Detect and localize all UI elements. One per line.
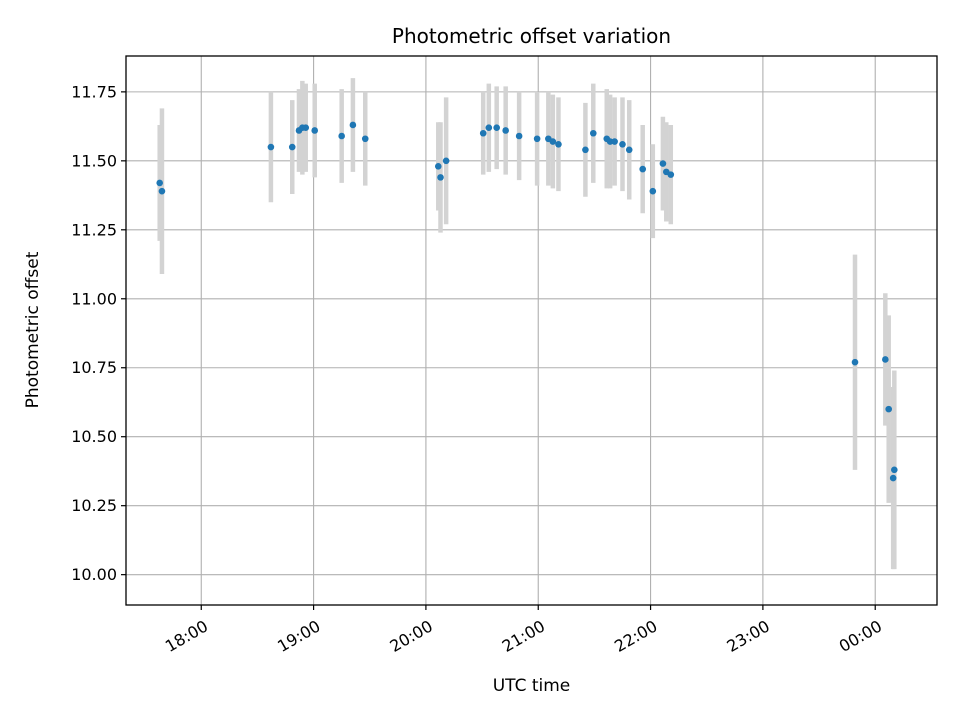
- data-point: [479, 129, 487, 137]
- data-point: [349, 121, 357, 129]
- data-point: [311, 127, 319, 134]
- grid-lines: [126, 56, 937, 605]
- data-point: [502, 127, 509, 134]
- y-tick-label: 10.00: [71, 565, 117, 584]
- data-points: [156, 121, 898, 482]
- y-tick-label: 10.50: [71, 427, 117, 446]
- data-point: [619, 140, 626, 148]
- chart-title: Photometric offset variation: [392, 24, 671, 48]
- x-axis-label: UTC time: [493, 676, 571, 696]
- data-point: [882, 356, 889, 363]
- data-point: [611, 138, 618, 145]
- data-point: [437, 174, 444, 181]
- data-point: [555, 140, 562, 148]
- y-tick-label: 11.25: [71, 220, 117, 239]
- data-point: [158, 187, 166, 195]
- data-point: [267, 143, 275, 151]
- data-point: [889, 474, 897, 482]
- y-tick-label: 11.50: [71, 151, 117, 170]
- y-tick-label: 10.75: [71, 358, 117, 377]
- data-point: [434, 163, 442, 170]
- data-point: [533, 135, 541, 143]
- plot-frame: [125, 55, 938, 606]
- data-point: [288, 143, 296, 151]
- y-tick-label: 11.75: [71, 82, 117, 101]
- y-axis-label: Photometric offset: [23, 251, 43, 408]
- y-tick-label: 11.00: [71, 289, 117, 308]
- data-point: [302, 124, 310, 132]
- data-point: [891, 466, 898, 474]
- data-point: [156, 179, 163, 187]
- data-point: [589, 129, 597, 137]
- data-point: [485, 124, 493, 132]
- data-point: [361, 135, 369, 143]
- data-point: [515, 132, 523, 140]
- data-point: [549, 138, 557, 145]
- data-point: [442, 157, 450, 165]
- data-point: [885, 405, 892, 413]
- data-point: [667, 171, 675, 178]
- data-point: [649, 187, 657, 195]
- data-point: [338, 132, 345, 140]
- data-point: [639, 165, 647, 173]
- data-point: [851, 358, 859, 366]
- data-point: [625, 146, 633, 154]
- y-tick-label: 10.25: [71, 496, 117, 515]
- data-point: [582, 146, 589, 154]
- data-point: [659, 160, 667, 167]
- data-point: [493, 124, 500, 132]
